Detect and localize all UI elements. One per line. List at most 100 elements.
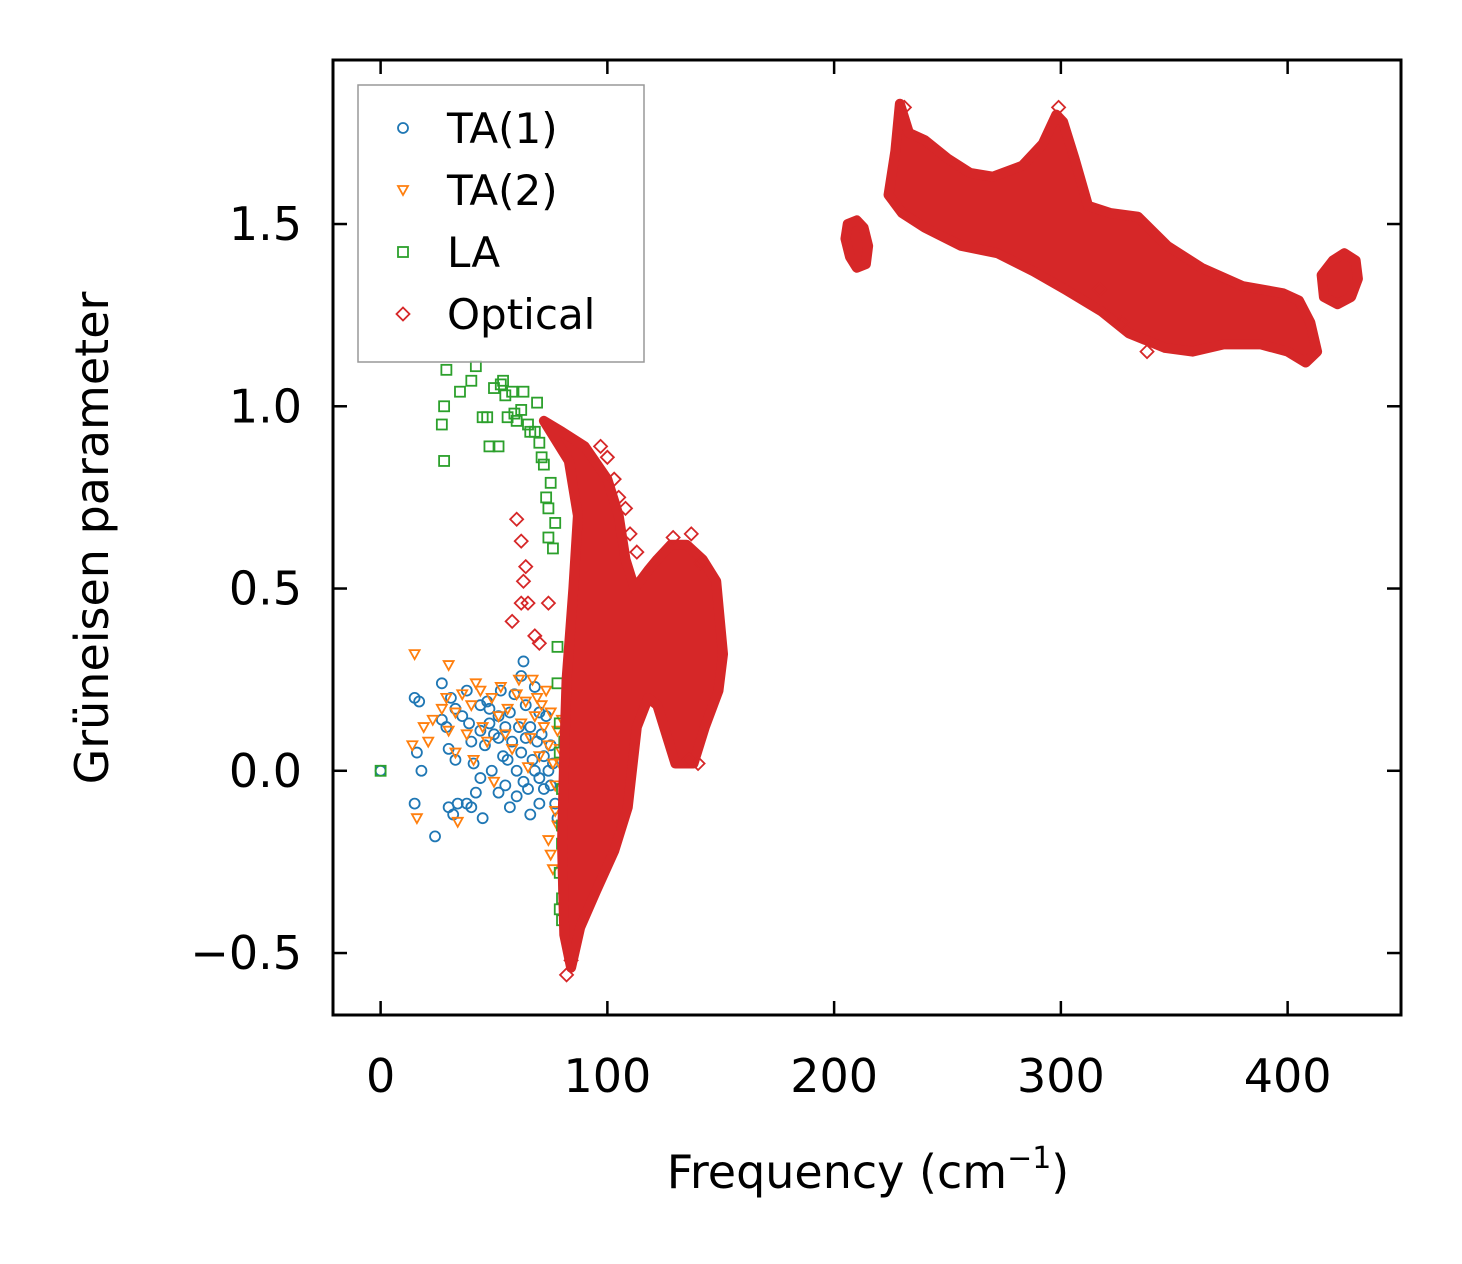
data-point-circle — [449, 753, 462, 766]
data-point-circle — [474, 724, 487, 737]
data-point-circle — [476, 812, 489, 825]
data-point-square — [435, 418, 448, 431]
data-point-diamond — [681, 752, 697, 768]
data-point-triangle-down — [464, 700, 478, 713]
data-point-triangle-down — [421, 736, 435, 749]
data-point-triangle-down — [442, 725, 456, 738]
data-point-diamond — [513, 595, 529, 611]
legend-label: TA(2) — [446, 166, 558, 215]
data-point-square — [549, 517, 562, 529]
data-point-triangle-down — [501, 703, 515, 716]
data-point-square — [522, 418, 534, 431]
legend-marker — [396, 185, 410, 197]
data-point-circle — [465, 801, 478, 814]
data-point-triangle-down — [528, 711, 542, 723]
data-point-square — [494, 378, 507, 391]
y-tick-label: 0.5 — [229, 562, 302, 616]
y-tick-label: −0.5 — [190, 926, 302, 980]
optical-cluster — [538, 415, 729, 973]
data-point-triangle-down — [480, 736, 494, 749]
data-point-diamond — [513, 533, 529, 549]
x-tick-label: 300 — [1017, 1049, 1105, 1103]
data-point-square — [542, 531, 555, 544]
data-point-circle — [410, 746, 423, 759]
data-point-triangle-down — [498, 729, 512, 742]
plot-frame — [331, 58, 1403, 1017]
legend-label: TA(1) — [446, 104, 558, 153]
data-point-circle — [503, 706, 516, 719]
data-point-circle — [467, 757, 480, 770]
data-point-diamond — [520, 595, 536, 611]
data-point-diamond — [1114, 314, 1130, 331]
data-point-circle — [499, 779, 512, 792]
data-point-triangle-down — [460, 729, 474, 742]
data-point-circle — [463, 717, 475, 730]
data-point-circle — [474, 772, 487, 784]
data-point-diamond — [692, 555, 709, 571]
data-point-square — [544, 476, 557, 489]
data-point-triangle-down — [439, 692, 453, 705]
data-point-diamond — [599, 449, 616, 466]
x-tick-label: 0 — [366, 1049, 395, 1103]
data-point-circle — [513, 721, 525, 733]
data-point-triangle-down — [408, 649, 422, 661]
data-point-diamond — [592, 438, 609, 455]
data-point-square — [438, 400, 451, 413]
data-point-triangle-down — [541, 835, 555, 847]
data-point-diamond — [1139, 343, 1155, 360]
data-point-triangle-down — [521, 762, 535, 774]
data-point-triangle-down — [405, 740, 419, 753]
data-point-circle — [544, 779, 557, 792]
data-point-circle — [524, 721, 537, 733]
data-point-square — [506, 385, 519, 398]
data-point-triangle-down — [541, 740, 555, 753]
data-point-square — [537, 458, 550, 471]
data-point-square — [438, 455, 451, 467]
data-point-diamond — [622, 526, 638, 542]
data-point-circle — [492, 732, 505, 744]
data-point-triangle-down — [494, 682, 508, 694]
data-point-diamond — [515, 573, 532, 590]
data-point-circle — [533, 797, 546, 810]
data-point-triangle-down — [544, 849, 558, 862]
data-point-triangle-down — [519, 696, 533, 709]
data-point-diamond — [617, 500, 634, 517]
data-point-triangle-down — [467, 754, 481, 767]
data-point-triangle-down — [476, 722, 490, 734]
data-layer — [374, 98, 1363, 983]
data-point-triangle-down — [455, 689, 469, 702]
data-point-diamond — [610, 489, 627, 506]
data-point-circle — [451, 797, 464, 810]
data-point-square — [531, 396, 543, 409]
data-point-diamond — [606, 471, 622, 487]
x-axis-title: Frequency (cm−1) — [667, 1141, 1070, 1199]
data-point-square — [499, 389, 512, 402]
data-point-triangle-down — [510, 689, 524, 702]
data-point-triangle-down — [539, 685, 553, 698]
data-point-circle — [415, 764, 428, 777]
data-point-diamond — [504, 613, 520, 630]
data-point-square — [492, 440, 505, 453]
data-point-triangle-down — [473, 685, 487, 698]
data-point-circle — [537, 783, 550, 795]
data-point-diamond — [531, 635, 548, 651]
data-point-triangle-down — [523, 733, 537, 745]
data-point-circle — [456, 710, 469, 723]
data-point-square — [551, 640, 564, 653]
y-axis-ticks: −0.5 0.0 0.5 1.0 1.5 — [190, 197, 1401, 980]
data-point-triangle-down — [548, 805, 562, 818]
legend-box — [357, 84, 645, 363]
data-point-circle — [510, 790, 523, 803]
data-point-circle — [524, 808, 537, 821]
data-point-diamond — [563, 952, 579, 969]
data-point-triangle-down — [514, 718, 528, 731]
data-point-triangle-down — [505, 744, 519, 756]
data-point-square — [440, 363, 453, 376]
y-tick-label: 1.5 — [229, 197, 302, 251]
data-point-square — [540, 491, 553, 504]
data-point-circle — [469, 786, 482, 799]
data-point-triangle-down — [442, 660, 456, 672]
data-point-triangle-down — [526, 674, 540, 687]
data-point-circle — [519, 699, 532, 712]
data-point-diamond — [508, 511, 525, 528]
